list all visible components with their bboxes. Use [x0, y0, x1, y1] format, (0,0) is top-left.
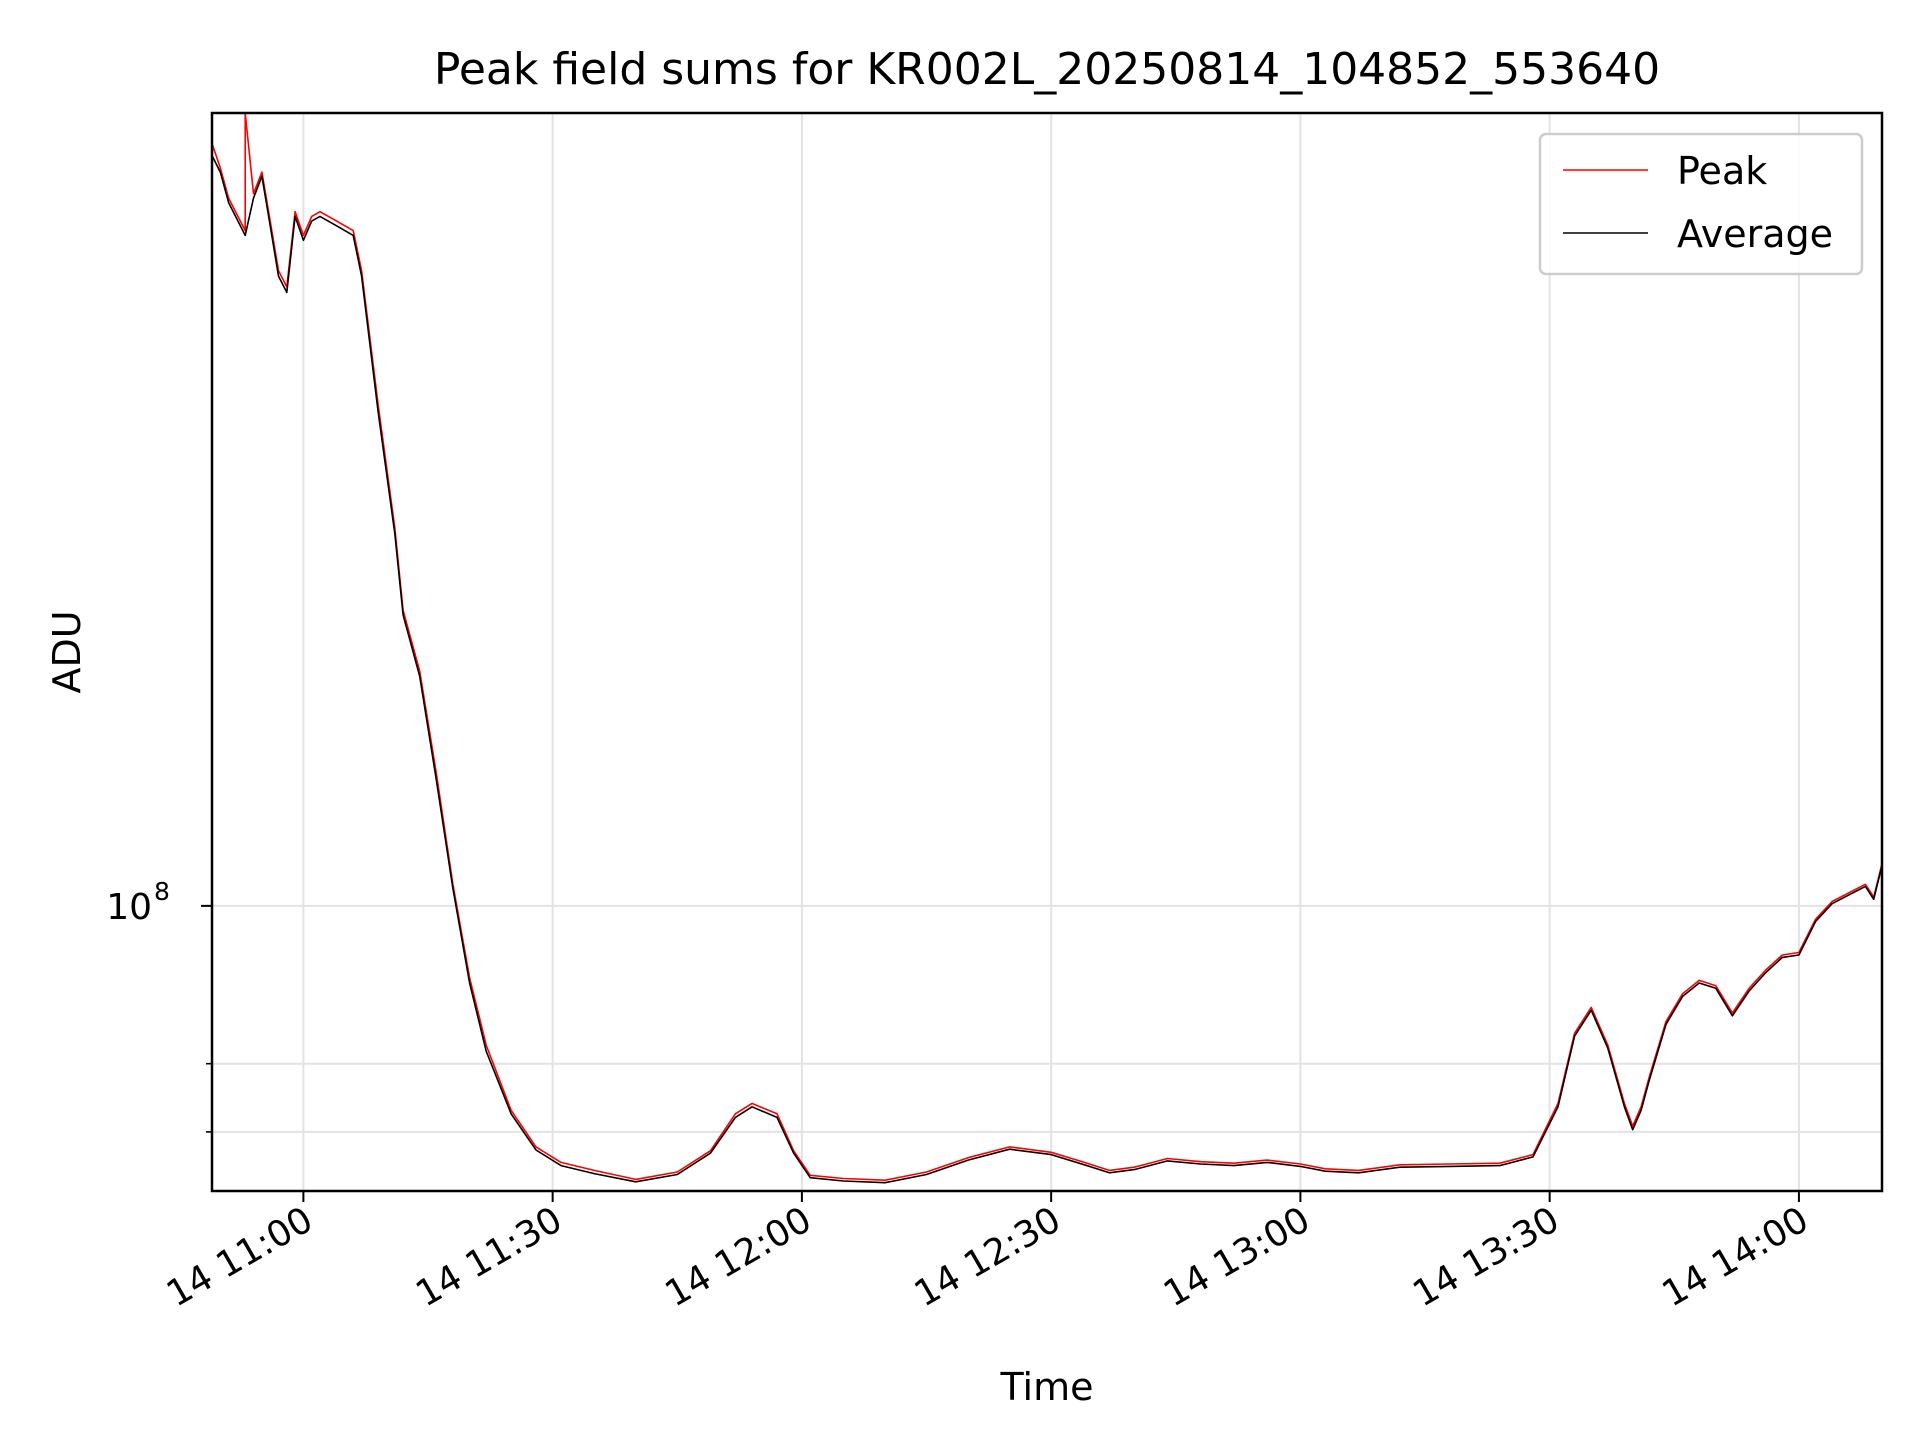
y-axis: 10 8 — [106, 877, 212, 1133]
legend: Peak Average — [1538, 132, 1864, 276]
legend-label-peak: Peak — [1677, 149, 1767, 193]
grid — [212, 113, 1882, 1191]
y-tick-label: 10 — [106, 887, 152, 928]
chart-title: Peak field sums for KR002L_20250814_1048… — [434, 44, 1660, 95]
legend-label-average: Average — [1677, 212, 1833, 256]
series-layer — [212, 113, 1882, 1184]
y-axis-label: ADU — [45, 610, 89, 693]
series-line-average — [212, 155, 1882, 1184]
y-tick-label-exponent: 8 — [154, 877, 170, 906]
x-axis-label: Time — [1000, 1365, 1094, 1409]
series-line-peak — [212, 113, 1882, 1181]
legend-box — [1538, 132, 1864, 276]
plot-frame — [210, 111, 1884, 1193]
